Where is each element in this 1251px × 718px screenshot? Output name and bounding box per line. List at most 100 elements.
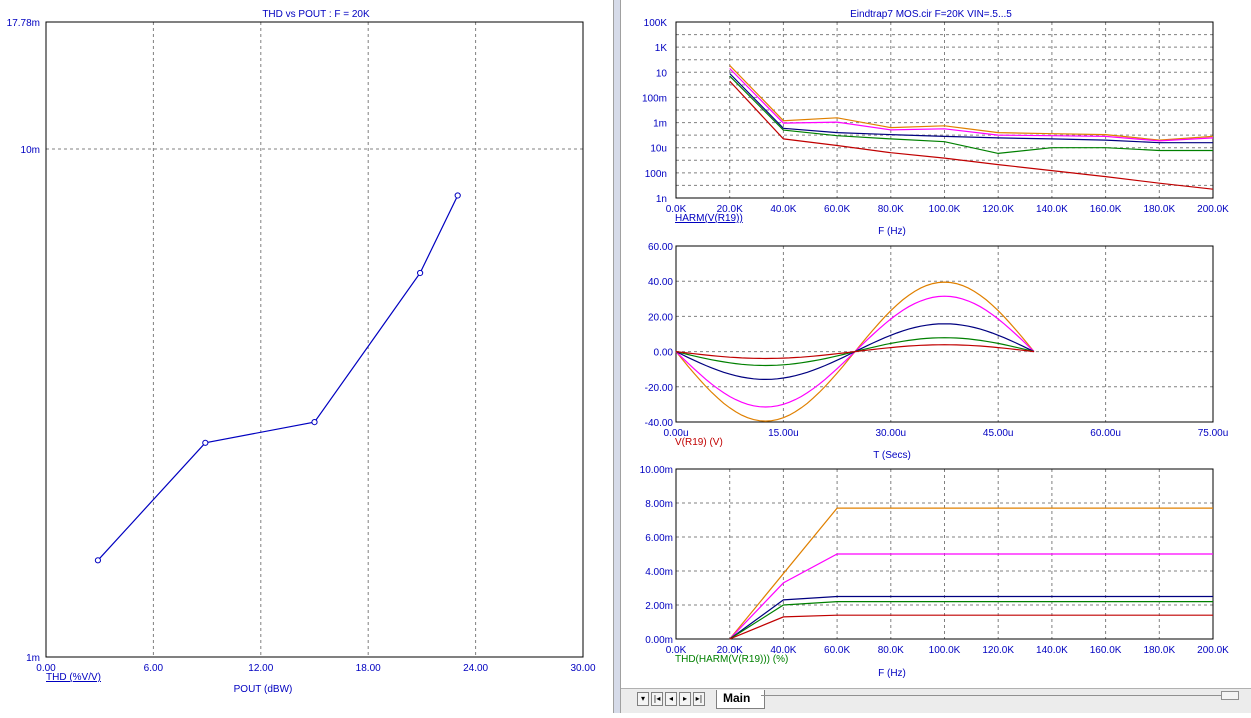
y-tick-label: 0.00 xyxy=(654,348,674,359)
y-tick-label: -20.00 xyxy=(645,383,674,394)
series-line-5 xyxy=(675,344,1035,360)
x-tick-label: 60.00u xyxy=(1090,428,1121,439)
left-plot-window[interactable]: THD vs POUT : F = 20K 0.00 6.00 12.00 18.00… xyxy=(0,0,614,713)
y-tick-label: -40.00 xyxy=(645,418,674,429)
x-tick-label: 100.0K xyxy=(929,645,961,656)
x-tick-label: 80.0K xyxy=(878,204,904,215)
scrollbar-thumb[interactable] xyxy=(1221,691,1239,700)
pane-splitter[interactable] xyxy=(613,0,621,713)
data-point xyxy=(417,269,424,277)
last-icon[interactable]: ▸| xyxy=(693,692,705,706)
harm-plot-frame xyxy=(675,21,1214,199)
series-line-1 xyxy=(729,64,1214,141)
horizontal-scrollbar[interactable] xyxy=(761,695,1221,696)
x-tick-label: 40.0K xyxy=(770,204,796,215)
x-tick-label: 0.00 xyxy=(36,663,56,674)
chart-title: Eindtrap7 MOS.cir F=20K VIN=.5...5 xyxy=(850,9,1012,20)
x-tick-label: 6.00 xyxy=(144,663,164,674)
x-axis-label: POUT (dBW) xyxy=(234,684,293,695)
x-tick-label: 180.0K xyxy=(1143,204,1175,215)
series-line-1 xyxy=(729,507,1213,640)
time-x-axis-label: T (Secs) xyxy=(873,450,911,461)
x-tick-label: 30.00u xyxy=(876,428,907,439)
thd-tick-labels: 0.0K 20.0K 40.0K 60.0K 80.0K 100.0K 120.0K 140.… xyxy=(640,465,1230,656)
next-icon[interactable]: ▸ xyxy=(679,692,691,706)
series-line-4 xyxy=(729,601,1213,640)
y-tick-label: 100m xyxy=(642,93,667,104)
x-tick-label: 20.0K xyxy=(717,204,743,215)
y-tick-label: 17.78m xyxy=(7,18,40,29)
x-tick-label: 180.0K xyxy=(1143,645,1175,656)
thd-vs-pout-chart[interactable]: THD vs POUT : F = 20K 0.00 6.00 12.00 18.00… xyxy=(0,0,613,713)
x-tick-label: 30.00 xyxy=(570,663,595,674)
x-tick-label: 120.0K xyxy=(982,204,1014,215)
y-tick-label: 2.00m xyxy=(645,601,673,612)
y-tick-label: 1n xyxy=(656,194,667,205)
y-tick-label: 1m xyxy=(26,653,40,664)
harm-trace-label[interactable]: HARM(V(R19)) xyxy=(675,213,743,224)
thd-x-axis-label: F (Hz) xyxy=(878,668,906,679)
series-line-2 xyxy=(729,553,1213,640)
y-tick-label: 4.00m xyxy=(645,567,673,578)
time-plot-series xyxy=(675,281,1035,422)
menu-down-icon[interactable]: ▾ xyxy=(637,692,649,706)
x-tick-label: 45.00u xyxy=(983,428,1014,439)
prev-icon[interactable]: ◂ xyxy=(665,692,677,706)
y-tick-label: 1K xyxy=(655,43,668,54)
time-tick-labels: 0.00u 15.00u 30.00u 45.00u 60.00u 75.00u 60.00… xyxy=(645,242,1229,439)
harm-x-axis-label: F (Hz) xyxy=(878,226,906,237)
y-tick-label: 1m xyxy=(653,119,667,130)
x-tick-label: 140.0K xyxy=(1036,645,1068,656)
time-plot-frame xyxy=(675,245,1214,423)
x-tick-label: 60.0K xyxy=(824,204,850,215)
x-tick-label: 120.0K xyxy=(982,645,1014,656)
x-tick-label: 15.00u xyxy=(768,428,799,439)
series-line-2 xyxy=(729,68,1214,142)
y-tick-label: 10 xyxy=(656,68,668,79)
time-plot-grid xyxy=(676,246,1213,422)
data-point xyxy=(311,418,318,426)
thd-trace-label[interactable]: THD(HARM(V(R19))) (%) xyxy=(675,654,788,665)
harm-plot-series xyxy=(729,64,1214,190)
series-line-5 xyxy=(729,80,1214,190)
series-line-1 xyxy=(97,195,459,561)
x-tick-label: 60.0K xyxy=(824,645,850,656)
data-point xyxy=(454,192,461,199)
y-tick-label: 40.00 xyxy=(648,277,673,288)
x-tick-label: 80.0K xyxy=(878,645,904,656)
y-tick-label: 10.00m xyxy=(640,465,673,476)
series-line-5 xyxy=(729,614,1213,640)
y-tick-label: 100K xyxy=(644,18,668,29)
page-tab-bar: ▾ |◂ ◂ ▸ ▸| Main xyxy=(621,688,1251,713)
y-tick-label: 6.00m xyxy=(645,533,673,544)
tab-main[interactable]: Main xyxy=(716,690,766,709)
trace-label[interactable]: THD (%V/V) xyxy=(46,672,101,683)
data-point xyxy=(202,439,209,446)
x-tick-label: 20.0K xyxy=(717,645,743,656)
harm-tick-labels: 0.0K 20.0K 40.0K 60.0K 80.0K 100.0K 120.0K 140.… xyxy=(642,18,1229,215)
x-tick-label: 200.0K xyxy=(1197,645,1229,656)
plot-series-group xyxy=(94,192,461,564)
x-tick-label: 160.0K xyxy=(1090,204,1122,215)
series-line-3 xyxy=(729,595,1213,640)
x-tick-label: 140.0K xyxy=(1036,204,1068,215)
right-plot-window[interactable]: Eindtrap7 MOS.cir F=20K VIN=.5...5 0.0K 2… xyxy=(621,0,1251,713)
y-tick-label: 10u xyxy=(650,144,667,155)
y-tick-label: 20.00 xyxy=(648,312,673,323)
time-trace-label[interactable]: V(R19) (V) xyxy=(675,437,723,448)
harm-plot-grid xyxy=(676,22,1213,198)
chart-title: THD vs POUT : F = 20K xyxy=(262,9,370,20)
tick-labels: 0.00 6.00 12.00 18.00 24.00 30.00 17.78m 10m 1m xyxy=(7,18,596,674)
y-tick-label: 60.00 xyxy=(648,242,673,253)
x-tick-label: 75.00u xyxy=(1198,428,1229,439)
x-tick-label: 100.0K xyxy=(929,204,961,215)
plot-frame xyxy=(45,21,584,658)
first-icon[interactable]: |◂ xyxy=(651,692,663,706)
series-line-4 xyxy=(729,75,1213,155)
x-tick-label: 0.00u xyxy=(663,428,688,439)
y-tick-label: 0.00m xyxy=(645,635,673,646)
x-tick-label: 0.0K xyxy=(666,204,687,215)
right-charts[interactable]: Eindtrap7 MOS.cir F=20K VIN=.5...5 0.0K 2… xyxy=(621,0,1251,688)
series-line-3 xyxy=(729,73,1213,144)
x-tick-label: 200.0K xyxy=(1197,204,1229,215)
